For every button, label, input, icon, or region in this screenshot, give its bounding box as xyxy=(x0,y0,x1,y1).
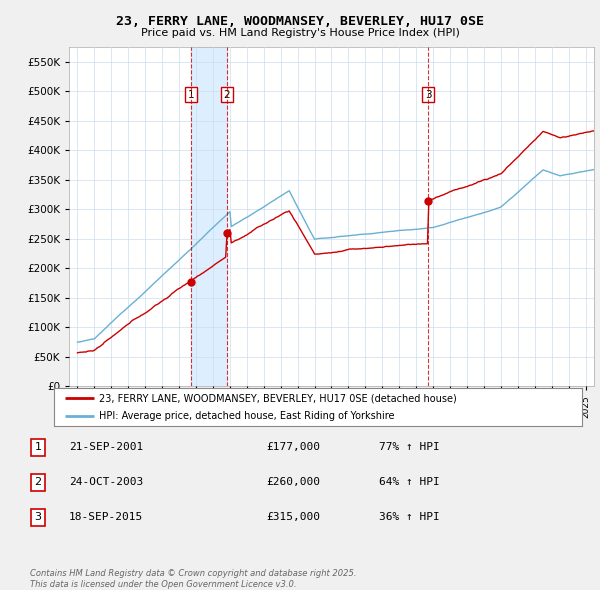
Text: £260,000: £260,000 xyxy=(266,477,320,487)
Text: £315,000: £315,000 xyxy=(266,512,320,522)
Text: Price paid vs. HM Land Registry's House Price Index (HPI): Price paid vs. HM Land Registry's House … xyxy=(140,28,460,38)
Text: 24-OCT-2003: 24-OCT-2003 xyxy=(69,477,143,487)
Text: 36% ↑ HPI: 36% ↑ HPI xyxy=(379,512,440,522)
Text: Contains HM Land Registry data © Crown copyright and database right 2025.
This d: Contains HM Land Registry data © Crown c… xyxy=(30,569,356,589)
Bar xyxy=(191,47,227,386)
Text: £177,000: £177,000 xyxy=(266,442,320,453)
Text: 64% ↑ HPI: 64% ↑ HPI xyxy=(379,477,440,487)
Text: 2: 2 xyxy=(35,477,41,487)
Text: 2: 2 xyxy=(223,90,230,100)
Text: 3: 3 xyxy=(425,90,431,100)
Text: HPI: Average price, detached house, East Riding of Yorkshire: HPI: Average price, detached house, East… xyxy=(99,411,394,421)
Text: 1: 1 xyxy=(35,442,41,453)
Text: 21-SEP-2001: 21-SEP-2001 xyxy=(69,442,143,453)
Text: 23, FERRY LANE, WOODMANSEY, BEVERLEY, HU17 0SE (detached house): 23, FERRY LANE, WOODMANSEY, BEVERLEY, HU… xyxy=(99,394,457,404)
Text: 77% ↑ HPI: 77% ↑ HPI xyxy=(379,442,440,453)
Text: 23, FERRY LANE, WOODMANSEY, BEVERLEY, HU17 0SE: 23, FERRY LANE, WOODMANSEY, BEVERLEY, HU… xyxy=(116,15,484,28)
Text: 1: 1 xyxy=(188,90,194,100)
Text: 18-SEP-2015: 18-SEP-2015 xyxy=(69,512,143,522)
Text: 3: 3 xyxy=(35,512,41,522)
